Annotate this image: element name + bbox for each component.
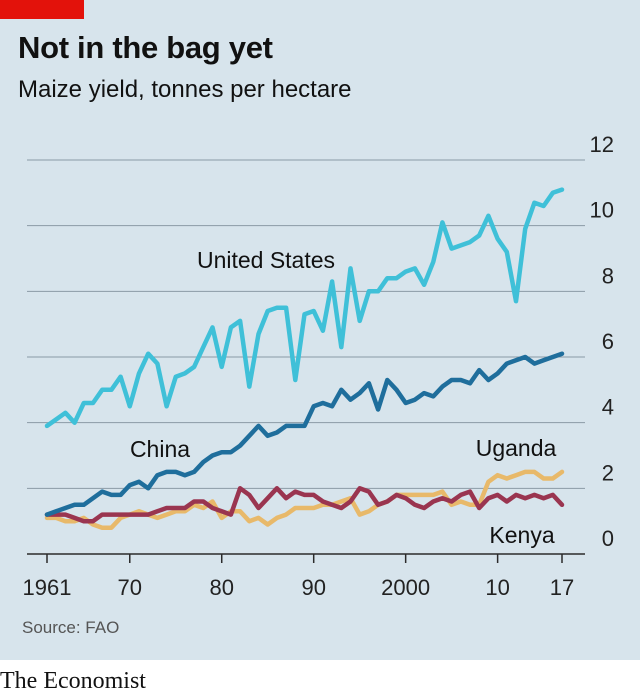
chart-title: Not in the bag yet: [18, 30, 273, 65]
x-tick-label: 2000: [381, 575, 430, 600]
x-tick-label: 80: [209, 575, 233, 600]
series-label-china: China: [130, 436, 190, 462]
brand-tag: [0, 0, 84, 19]
y-tick-label: 12: [590, 132, 614, 157]
y-tick-label: 6: [602, 329, 614, 354]
series-label-united-states: United States: [197, 247, 335, 273]
y-tick-label: 0: [602, 526, 614, 551]
series-label-uganda: Uganda: [476, 435, 557, 461]
y-tick-label: 4: [602, 395, 614, 420]
chart-card: [0, 0, 640, 660]
x-tick-label: 70: [118, 575, 142, 600]
grid-layer: [27, 159, 585, 563]
series-label-kenya: Kenya: [489, 522, 554, 548]
x-tick-label: 1961: [23, 575, 72, 600]
x-tick-label: 90: [301, 575, 325, 600]
y-tick-label: 2: [602, 460, 614, 485]
y-tick-label: 8: [602, 263, 614, 288]
publisher-logo: The Economist: [0, 668, 146, 694]
y-tick-label: 10: [590, 198, 614, 223]
series-line-united-states: [44, 187, 565, 429]
chart-subtitle: Maize yield, tonnes per hectare: [18, 76, 352, 103]
x-tick-label: 17: [550, 575, 574, 600]
series-layer: [44, 187, 565, 530]
source-note: Source: FAO: [22, 618, 120, 637]
label-layer: 0 2 4 6 8 10 12 1961 70 80 90 2000 10 17 United States…: [23, 132, 614, 600]
x-tick-label: 10: [485, 575, 509, 600]
series-line-china: [44, 351, 565, 517]
series-line-kenya: [44, 486, 565, 524]
